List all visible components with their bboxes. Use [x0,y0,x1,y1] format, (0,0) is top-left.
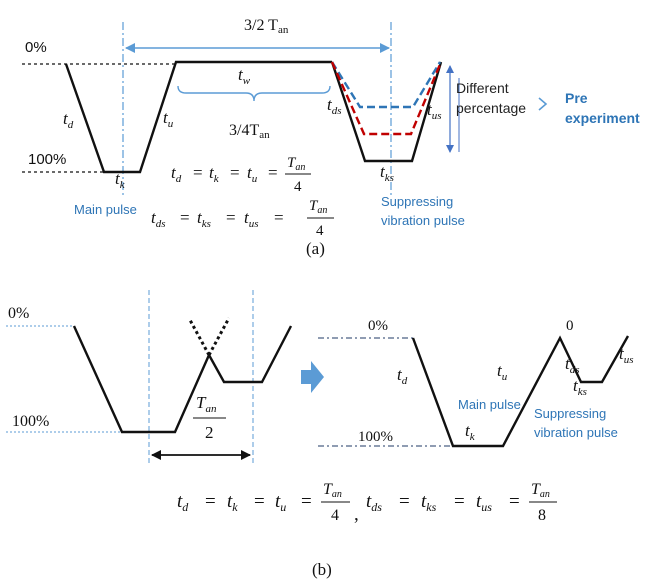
svg-text:td: td [177,491,189,514]
pre-experiment-line1: Pre [565,90,588,106]
svg-text:=: = [274,208,284,227]
td-label: td [63,109,74,131]
equation-panel-b: td = tk = tu = Tan 4 , tds = tks = tus =… [177,481,557,525]
svg-text:=: = [205,491,216,512]
main-pulse-label: Main pulse [74,202,137,217]
equation-main-pulse: td = tk = tu = Tan 4 [171,155,311,195]
svg-text:8: 8 [538,507,546,524]
tks-label: tks [380,162,394,184]
combined-pulse-waveform [411,335,630,448]
svg-text:tk: tk [227,491,238,514]
main-pulse-continuation-dotted [207,317,231,356]
tu-label: tu [163,108,174,130]
main-pulse-label: Main pulse [458,397,521,412]
zero-level-label: 0% [368,318,388,334]
svg-text:tks: tks [421,491,437,514]
tw-label: tw [238,65,251,87]
suppressing-pulse-blue-variant [330,61,442,109]
svg-text:2: 2 [205,423,214,442]
svg-text:tds: tds [366,491,382,514]
span-3-2-tan-label: 3/2 Tan [244,17,289,36]
panel-a: 0% 100% 3/2 Tan 3/4Tan td tk tu tw tds t… [22,17,640,258]
tds-label: tds [327,95,342,117]
svg-text:=: = [454,491,465,512]
hundred-level-label: 100% [12,413,49,430]
zero-level-label: 0% [8,305,29,322]
equation-suppressing-pulse: tds = tks = tus = Tan 4 [151,198,334,239]
svg-text:=: = [399,491,410,512]
svg-text:Tan: Tan [287,155,305,173]
svg-text:Tan: Tan [196,393,217,415]
svg-text:4: 4 [294,179,302,195]
peak-zero-label: 0 [566,318,574,334]
caption-a: (a) [306,239,325,258]
svg-text:tus: tus [244,208,259,230]
block-right-arrow-icon [301,361,324,393]
panel-b-left: 0% 100% Tan 2 [6,290,293,466]
suppressing-pulse-label-line2: vibration pulse [381,213,465,228]
svg-text:=: = [193,163,203,182]
pre-experiment-line2: experiment [565,110,640,126]
svg-text:4: 4 [331,507,339,524]
svg-text:=: = [180,208,190,227]
caption-b: (b) [312,560,332,579]
svg-text:tks: tks [197,208,211,230]
zero-level-label: 0% [25,39,47,56]
hundred-level-label: 100% [28,151,66,168]
svg-text:=: = [268,163,278,182]
suppressing-pulse-label-line2: vibration pulse [534,425,618,440]
main-pulse-waveform [64,60,332,174]
svg-text:tk: tk [209,163,220,185]
suppressing-pulse-label-line1: Suppressing [534,406,606,421]
svg-text:tus: tus [476,491,492,514]
svg-text:=: = [254,491,265,512]
tus-label: tus [619,344,634,366]
tk-label: tk [465,421,476,443]
svg-text:tu: tu [247,163,258,185]
svg-text:,: , [354,504,359,525]
td-label: td [397,365,408,387]
svg-text:=: = [226,208,236,227]
svg-text:=: = [230,163,240,182]
chevron-right-icon [538,97,548,111]
svg-text:tu: tu [275,491,286,514]
hundred-level-label: 100% [358,429,393,445]
different-percentage-line1: Different [456,80,509,96]
svg-text:td: td [171,163,182,185]
suppressing-pulse-label-line1: Suppressing [381,194,453,209]
span-3-4-tan-brace [177,85,331,102]
tu-label: tu [497,361,508,383]
panel-b-right: 0% 100% 0 td tk tu tds tks tus Main puls… [318,318,634,448]
tk-label: tk [115,169,126,191]
svg-text:Tan: Tan [531,481,550,500]
suppressing-pulse-red-variant [330,61,443,136]
span-3-4-tan-label: 3/4Tan [229,122,270,141]
svg-text:=: = [509,491,520,512]
half-tan-fraction: Tan 2 [193,393,226,442]
different-percentage-line2: percentage [456,100,526,116]
svg-text:Tan: Tan [323,481,342,500]
tus-label: tus [427,100,442,122]
combined-pulse-waveform [72,325,293,434]
suppressing-pulse-waveform [330,61,443,163]
tks-label: tks [573,376,587,398]
tds-label: tds [565,354,580,376]
suppressing-pulse-extension-dotted [188,319,211,356]
svg-text:4: 4 [316,223,324,239]
svg-text:Tan: Tan [309,198,327,216]
svg-text:tds: tds [151,208,166,230]
svg-text:=: = [301,491,312,512]
